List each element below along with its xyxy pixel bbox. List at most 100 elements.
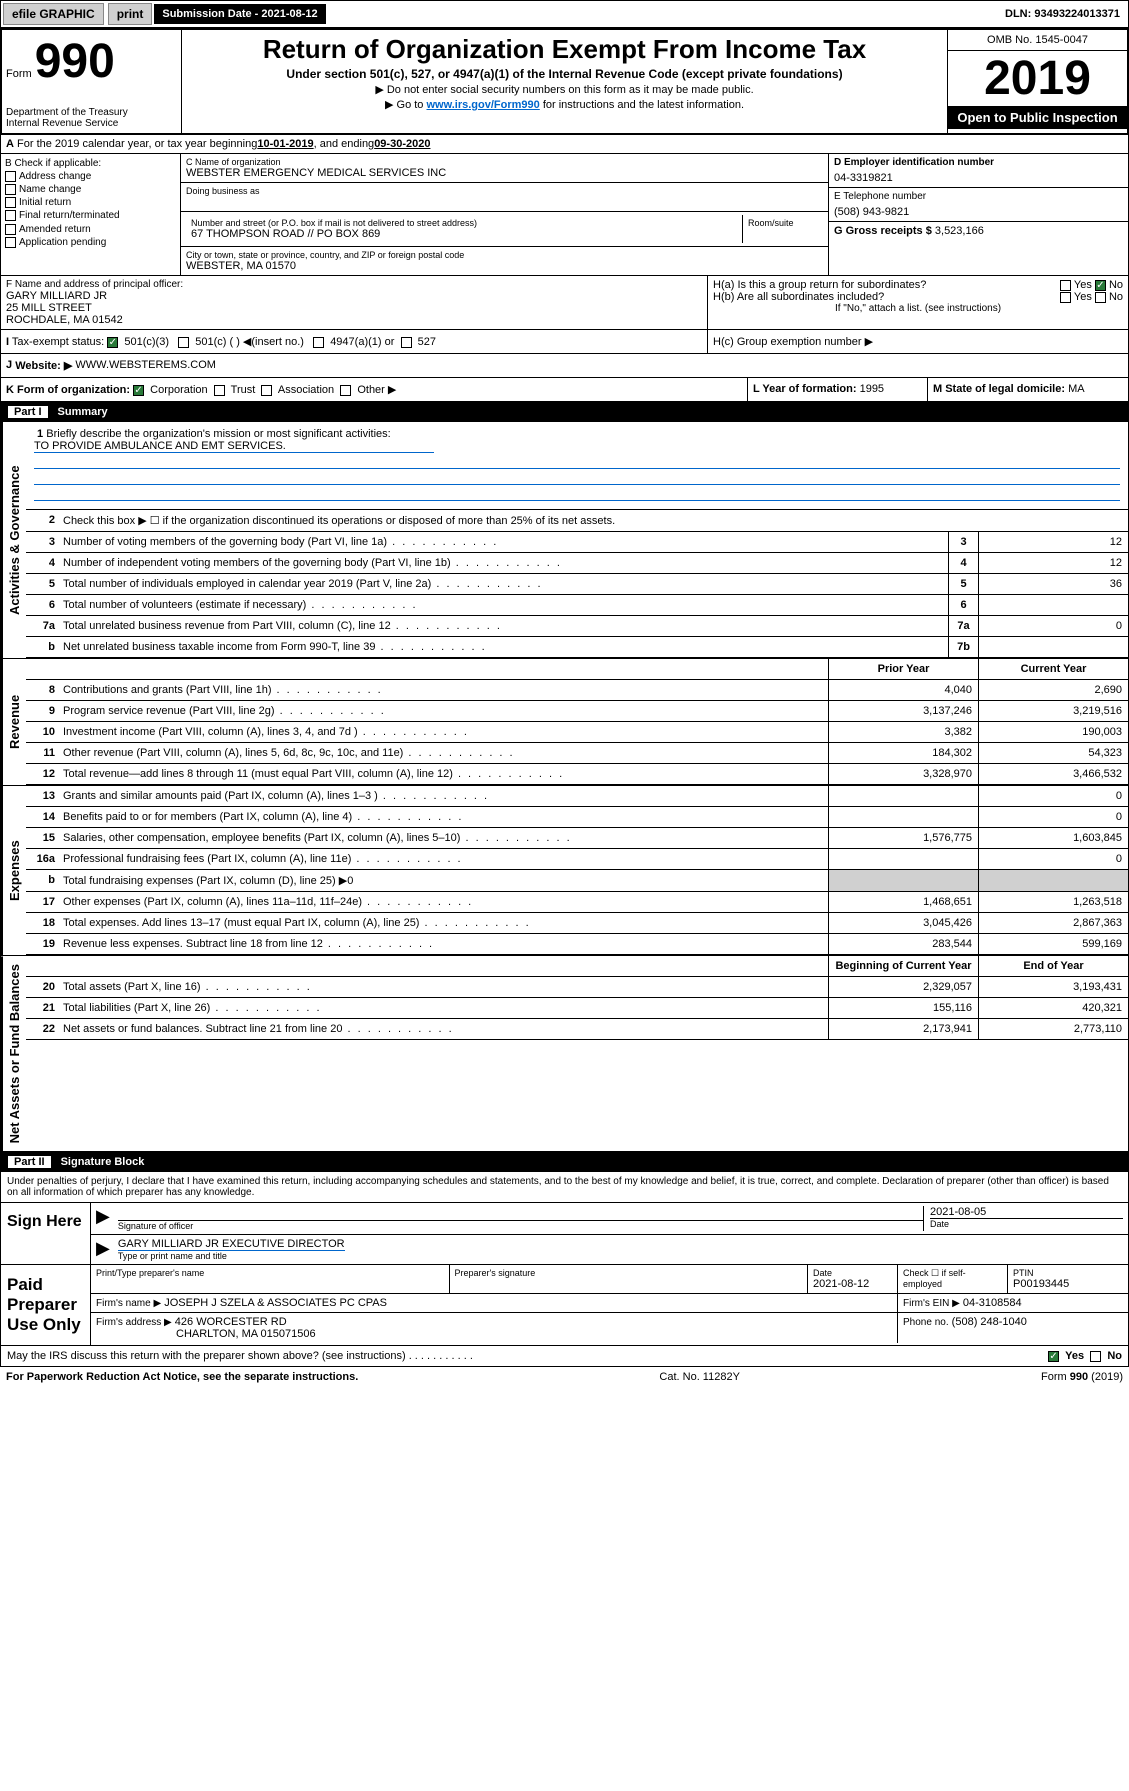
phone-label: E Telephone number: [834, 191, 1123, 202]
box-b-label: B Check if applicable:: [5, 158, 176, 169]
paid-preparer-label: Paid Preparer Use Only: [1, 1265, 91, 1345]
org-name-label: C Name of organization: [186, 157, 823, 167]
sig-officer-label: Signature of officer: [118, 1220, 923, 1231]
summary-group: Activities & Governance 1 Briefly descri…: [0, 422, 1129, 659]
summary-line: 9Program service revenue (Part VIII, lin…: [26, 701, 1128, 722]
subtitle-2: ▶ Do not enter social security numbers o…: [186, 83, 943, 96]
firm-ein-label: Firm's EIN ▶: [903, 1298, 960, 1309]
mission-block: 1 Briefly describe the organization's mi…: [26, 422, 1128, 509]
discuss-label: May the IRS discuss this return with the…: [7, 1350, 406, 1362]
phone-value: (508) 943-9821: [834, 206, 1123, 218]
state-domicile-value: MA: [1068, 383, 1085, 395]
footer: For Paperwork Reduction Act Notice, see …: [0, 1367, 1129, 1387]
cb-hb-yes[interactable]: [1060, 292, 1071, 303]
box-c: C Name of organization WEBSTER EMERGENCY…: [181, 154, 828, 275]
officer-name: GARY MILLIARD JR: [6, 290, 702, 302]
cb-501c3[interactable]: ✓: [107, 337, 118, 348]
firm-phone: (508) 248-1040: [952, 1316, 1027, 1328]
group-label: Activities & Governance: [1, 422, 26, 658]
subtitle-1: Under section 501(c), 527, or 4947(a)(1)…: [186, 67, 943, 81]
line-a: A For the 2019 calendar year, or tax yea…: [0, 135, 1129, 154]
summary-line: 12Total revenue—add lines 8 through 11 (…: [26, 764, 1128, 785]
org-city: WEBSTER, MA 01570: [186, 260, 823, 272]
room-label: Room/suite: [743, 215, 823, 243]
box-f: F Name and address of principal officer:…: [1, 276, 708, 329]
gross-receipts-label: G Gross receipts $: [834, 225, 932, 237]
cb-final-return[interactable]: Final return/terminated: [5, 210, 176, 221]
cb-amended-return[interactable]: Amended return: [5, 224, 176, 235]
sig-date: 2021-08-05: [930, 1206, 1123, 1218]
cb-discuss-yes[interactable]: ✓: [1048, 1351, 1059, 1362]
box-b: B Check if applicable: Address change Na…: [1, 154, 181, 275]
open-inspection-label: Open to Public Inspection: [948, 106, 1127, 129]
summary-line: 7aTotal unrelated business revenue from …: [26, 616, 1128, 637]
summary-line: 22Net assets or fund balances. Subtract …: [26, 1019, 1128, 1040]
part2-header: Part II Signature Block: [0, 1152, 1129, 1172]
ein-label: D Employer identification number: [834, 157, 1123, 168]
cb-trust[interactable]: [214, 385, 225, 396]
dln-label: DLN: 93493224013371: [997, 4, 1128, 24]
summary-header-row: Prior YearCurrent Year: [26, 659, 1128, 680]
summary-line: 5Total number of individuals employed in…: [26, 574, 1128, 595]
summary-line: 13Grants and similar amounts paid (Part …: [26, 786, 1128, 807]
summary-line: 6Total number of volunteers (estimate if…: [26, 595, 1128, 616]
row-fh: F Name and address of principal officer:…: [0, 276, 1129, 330]
cb-assoc[interactable]: [261, 385, 272, 396]
perjury-text: Under penalties of perjury, I declare th…: [1, 1172, 1128, 1203]
summary-line: 10Investment income (Part VIII, column (…: [26, 722, 1128, 743]
signature-block: Under penalties of perjury, I declare th…: [0, 1172, 1129, 1367]
tax-year-end: 09-30-2020: [374, 138, 430, 150]
cb-hb-no[interactable]: [1095, 292, 1106, 303]
omb-number: OMB No. 1545-0047: [948, 30, 1127, 51]
cb-address-change[interactable]: Address change: [5, 171, 176, 182]
summary-group: RevenuePrior YearCurrent Year8Contributi…: [0, 659, 1129, 786]
prep-self-employed[interactable]: Check ☐ if self-employed: [898, 1265, 1008, 1293]
cb-discuss-no[interactable]: [1090, 1351, 1101, 1362]
box-hc: H(c) Group exemption number ▶: [708, 330, 1128, 353]
sig-name: GARY MILLIARD JR EXECUTIVE DIRECTOR: [118, 1238, 345, 1251]
prep-name-label: Print/Type preparer's name: [91, 1265, 450, 1293]
cb-other[interactable]: [340, 385, 351, 396]
firm-ein: 04-3108584: [963, 1297, 1022, 1309]
print-button[interactable]: print: [108, 3, 153, 25]
type-name-label: Type or print name and title: [118, 1251, 1123, 1261]
cb-application-pending[interactable]: Application pending: [5, 237, 176, 248]
summary-line: 16aProfessional fundraising fees (Part I…: [26, 849, 1128, 870]
ptin-value: P00193445: [1013, 1278, 1123, 1290]
cb-4947[interactable]: [313, 337, 324, 348]
footer-cat: Cat. No. 11282Y: [659, 1371, 740, 1383]
dba-label: Doing business as: [186, 186, 823, 196]
top-bar: efile GRAPHIC print Submission Date - 20…: [0, 0, 1129, 28]
summary-line: 4Number of independent voting members of…: [26, 553, 1128, 574]
summary-line: bNet unrelated business taxable income f…: [26, 637, 1128, 658]
website-value: WWW.WEBSTEREMS.COM: [75, 359, 216, 372]
form-org-label: K Form of organization:: [6, 384, 130, 396]
efile-button[interactable]: efile GRAPHIC: [3, 3, 104, 25]
footer-left: For Paperwork Reduction Act Notice, see …: [6, 1371, 358, 1383]
irs-link[interactable]: www.irs.gov/Form990: [426, 99, 539, 111]
cb-527[interactable]: [401, 337, 412, 348]
part1-header: Part I Summary: [0, 402, 1129, 422]
cb-corp[interactable]: ✓: [133, 385, 144, 396]
cb-initial-return[interactable]: Initial return: [5, 197, 176, 208]
state-domicile-label: M State of legal domicile:: [933, 383, 1065, 395]
summary-line: 21Total liabilities (Part X, line 26)155…: [26, 998, 1128, 1019]
cb-name-change[interactable]: Name change: [5, 184, 176, 195]
footer-form: Form 990 (2019): [1041, 1371, 1123, 1383]
summary-line: 14Benefits paid to or for members (Part …: [26, 807, 1128, 828]
officer-addr1: 25 MILL STREET: [6, 302, 702, 314]
tax-year-begin: 10-01-2019: [257, 138, 313, 150]
submission-date-label: Submission Date - 2021-08-12: [154, 4, 325, 24]
box-h: H(a) Is this a group return for subordin…: [708, 276, 1128, 329]
summary-group: Net Assets or Fund BalancesBeginning of …: [0, 956, 1129, 1152]
row-i: I Tax-exempt status: ✓ 501(c)(3) 501(c) …: [0, 330, 1129, 354]
subtitle-3: ▶ Go to www.irs.gov/Form990 for instruct…: [186, 98, 943, 111]
firm-name-label: Firm's name ▶: [96, 1298, 161, 1309]
year-formation-label: L Year of formation:: [753, 383, 857, 395]
sig-arrow-icon: ▶: [96, 1206, 110, 1231]
cb-501c[interactable]: [178, 337, 189, 348]
cb-ha-no[interactable]: ✓: [1095, 280, 1106, 291]
officer-addr2: ROCHDALE, MA 01542: [6, 314, 702, 326]
cb-ha-yes[interactable]: [1060, 280, 1071, 291]
tax-status-label: Tax-exempt status:: [12, 336, 104, 348]
